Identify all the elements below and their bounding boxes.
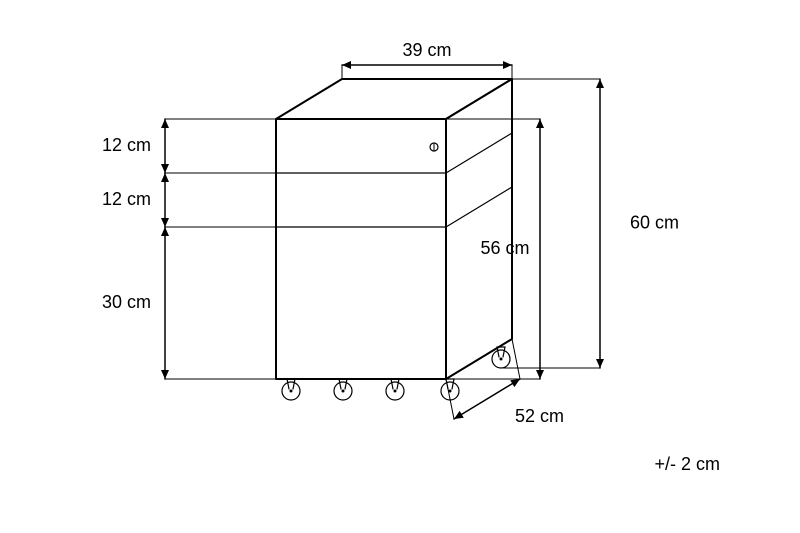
dim-height-outer: 60 cm xyxy=(630,212,679,232)
dim-depth: 52 cm xyxy=(515,406,564,426)
dim-height-inner: 56 cm xyxy=(480,238,529,258)
wheel xyxy=(282,379,300,400)
tolerance-note: +/- 2 cm xyxy=(654,454,720,474)
dim-drawer-3: 30 cm xyxy=(102,292,151,312)
wheel xyxy=(334,379,352,400)
dim-drawer-1: 12 cm xyxy=(102,135,151,155)
wheel xyxy=(386,379,404,400)
dim-width-top: 39 cm xyxy=(402,40,451,60)
cabinet-drawing xyxy=(276,79,512,400)
dim-drawer-2: 12 cm xyxy=(102,189,151,209)
